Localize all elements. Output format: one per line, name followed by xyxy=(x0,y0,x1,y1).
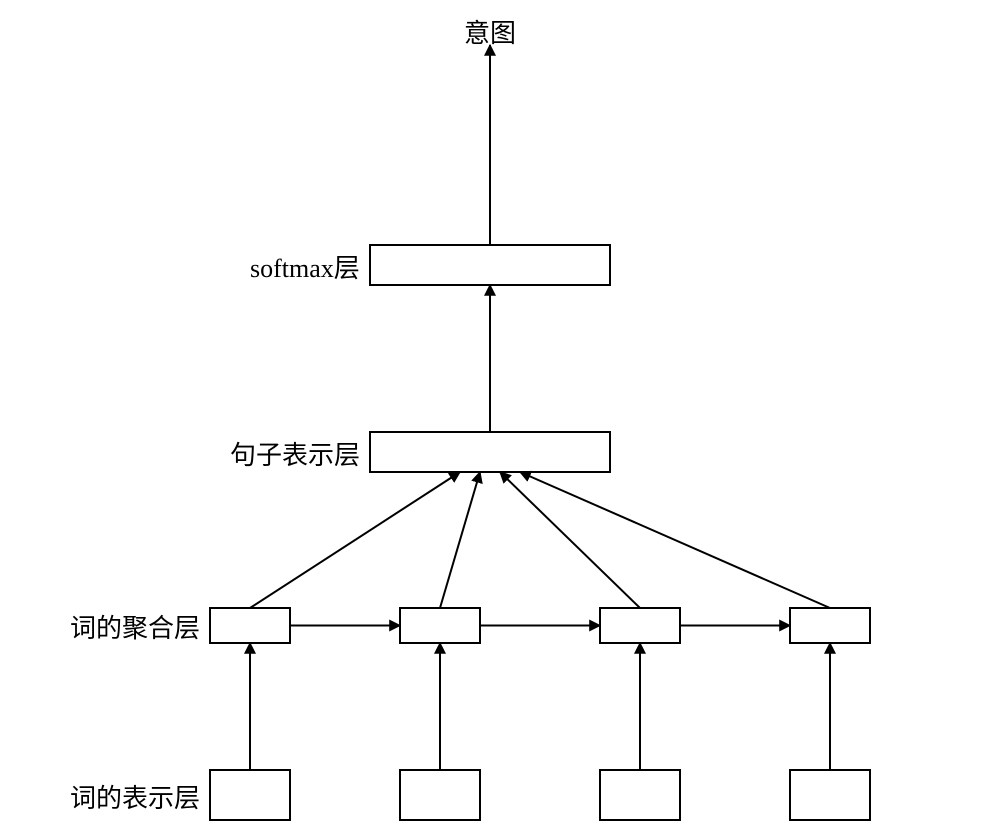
edge-2 xyxy=(250,472,460,608)
label-softmax: softmax层 xyxy=(250,248,360,285)
aggregate-box-0 xyxy=(210,608,290,643)
softmax-box xyxy=(370,245,610,285)
label-word-rep: 词的表示层 xyxy=(70,778,200,815)
aggregate-box-1 xyxy=(400,608,480,643)
edge-5 xyxy=(520,472,830,608)
wordrep-box-3 xyxy=(790,770,870,820)
sentence-box xyxy=(370,432,610,472)
edge-3 xyxy=(440,472,480,608)
wordrep-box-1 xyxy=(400,770,480,820)
aggregate-box-3 xyxy=(790,608,870,643)
wordrep-box-2 xyxy=(600,770,680,820)
label-sentence: 句子表示层 xyxy=(230,435,360,472)
wordrep-box-0 xyxy=(210,770,290,820)
label-output: 意图 xyxy=(464,13,516,50)
aggregate-box-2 xyxy=(600,608,680,643)
edge-4 xyxy=(500,472,640,608)
diagram-canvas xyxy=(0,0,1000,828)
label-aggregate: 词的聚合层 xyxy=(70,608,200,645)
